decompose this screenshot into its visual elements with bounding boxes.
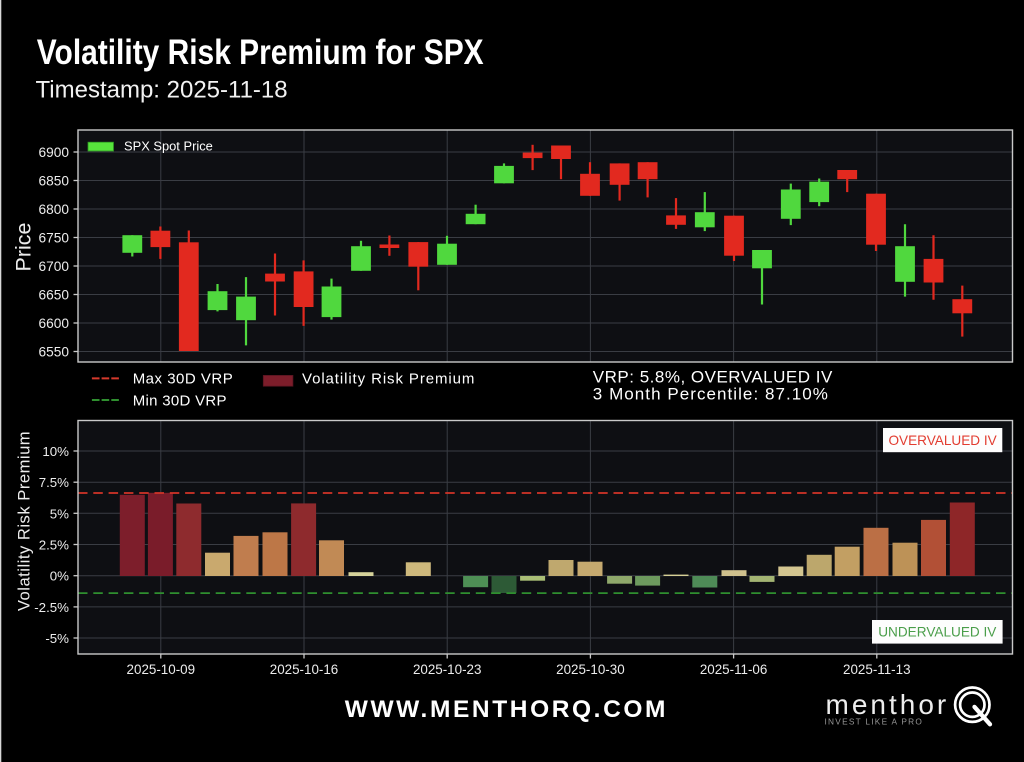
svg-text:menthor: menthor (826, 689, 950, 720)
svg-text:2025-11-13: 2025-11-13 (843, 662, 911, 677)
svg-text:2025-10-30: 2025-10-30 (556, 662, 625, 677)
svg-text:2025-10-23: 2025-10-23 (413, 662, 482, 677)
svg-text:6600: 6600 (39, 316, 70, 331)
svg-text:6700: 6700 (39, 259, 70, 274)
svg-text:6900: 6900 (39, 145, 70, 160)
svg-text:2.5%: 2.5% (39, 538, 69, 553)
svg-text:2025-11-06: 2025-11-06 (700, 662, 768, 677)
svg-text:5%: 5% (50, 506, 69, 521)
svg-text:Volatility Risk Premium: Volatility Risk Premium (302, 371, 475, 388)
svg-text:WWW.MENTHORQ.COM: WWW.MENTHORQ.COM (345, 696, 668, 723)
svg-text:Volatility Risk Premium: Volatility Risk Premium (14, 431, 33, 611)
svg-text:6550: 6550 (39, 345, 70, 360)
svg-text:6850: 6850 (39, 174, 70, 189)
svg-text:Timestamp: 2025-11-18: Timestamp: 2025-11-18 (36, 76, 288, 103)
svg-text:VRP: 5.8%, OVERVALUED IV: VRP: 5.8%, OVERVALUED IV (593, 367, 833, 386)
svg-text:0%: 0% (50, 569, 69, 584)
svg-text:2025-10-09: 2025-10-09 (127, 662, 196, 677)
svg-text:6650: 6650 (39, 288, 70, 303)
svg-text:6800: 6800 (39, 202, 70, 217)
svg-text:Price: Price (12, 223, 36, 272)
svg-text:INVEST LIKE A PRO: INVEST LIKE A PRO (825, 716, 924, 726)
svg-text:Max 30D VRP: Max 30D VRP (133, 371, 234, 388)
svg-text:OVERVALUED IV: OVERVALUED IV (888, 433, 996, 448)
svg-text:3 Month Percentile: 87.10%: 3 Month Percentile: 87.10% (593, 384, 829, 403)
svg-text:Min 30D VRP: Min 30D VRP (133, 392, 227, 409)
svg-text:UNDERVALUED IV: UNDERVALUED IV (878, 625, 996, 640)
svg-text:2025-10-16: 2025-10-16 (270, 662, 339, 677)
svg-text:SPX Spot Price: SPX Spot Price (124, 139, 213, 154)
svg-text:-2.5%: -2.5% (34, 600, 69, 615)
svg-text:-5%: -5% (45, 631, 69, 646)
svg-text:10%: 10% (42, 444, 69, 459)
svg-text:6750: 6750 (39, 231, 70, 246)
svg-text:7.5%: 7.5% (39, 475, 69, 490)
svg-text:Volatility Risk Premium for SP: Volatility Risk Premium for SPX (37, 31, 484, 71)
